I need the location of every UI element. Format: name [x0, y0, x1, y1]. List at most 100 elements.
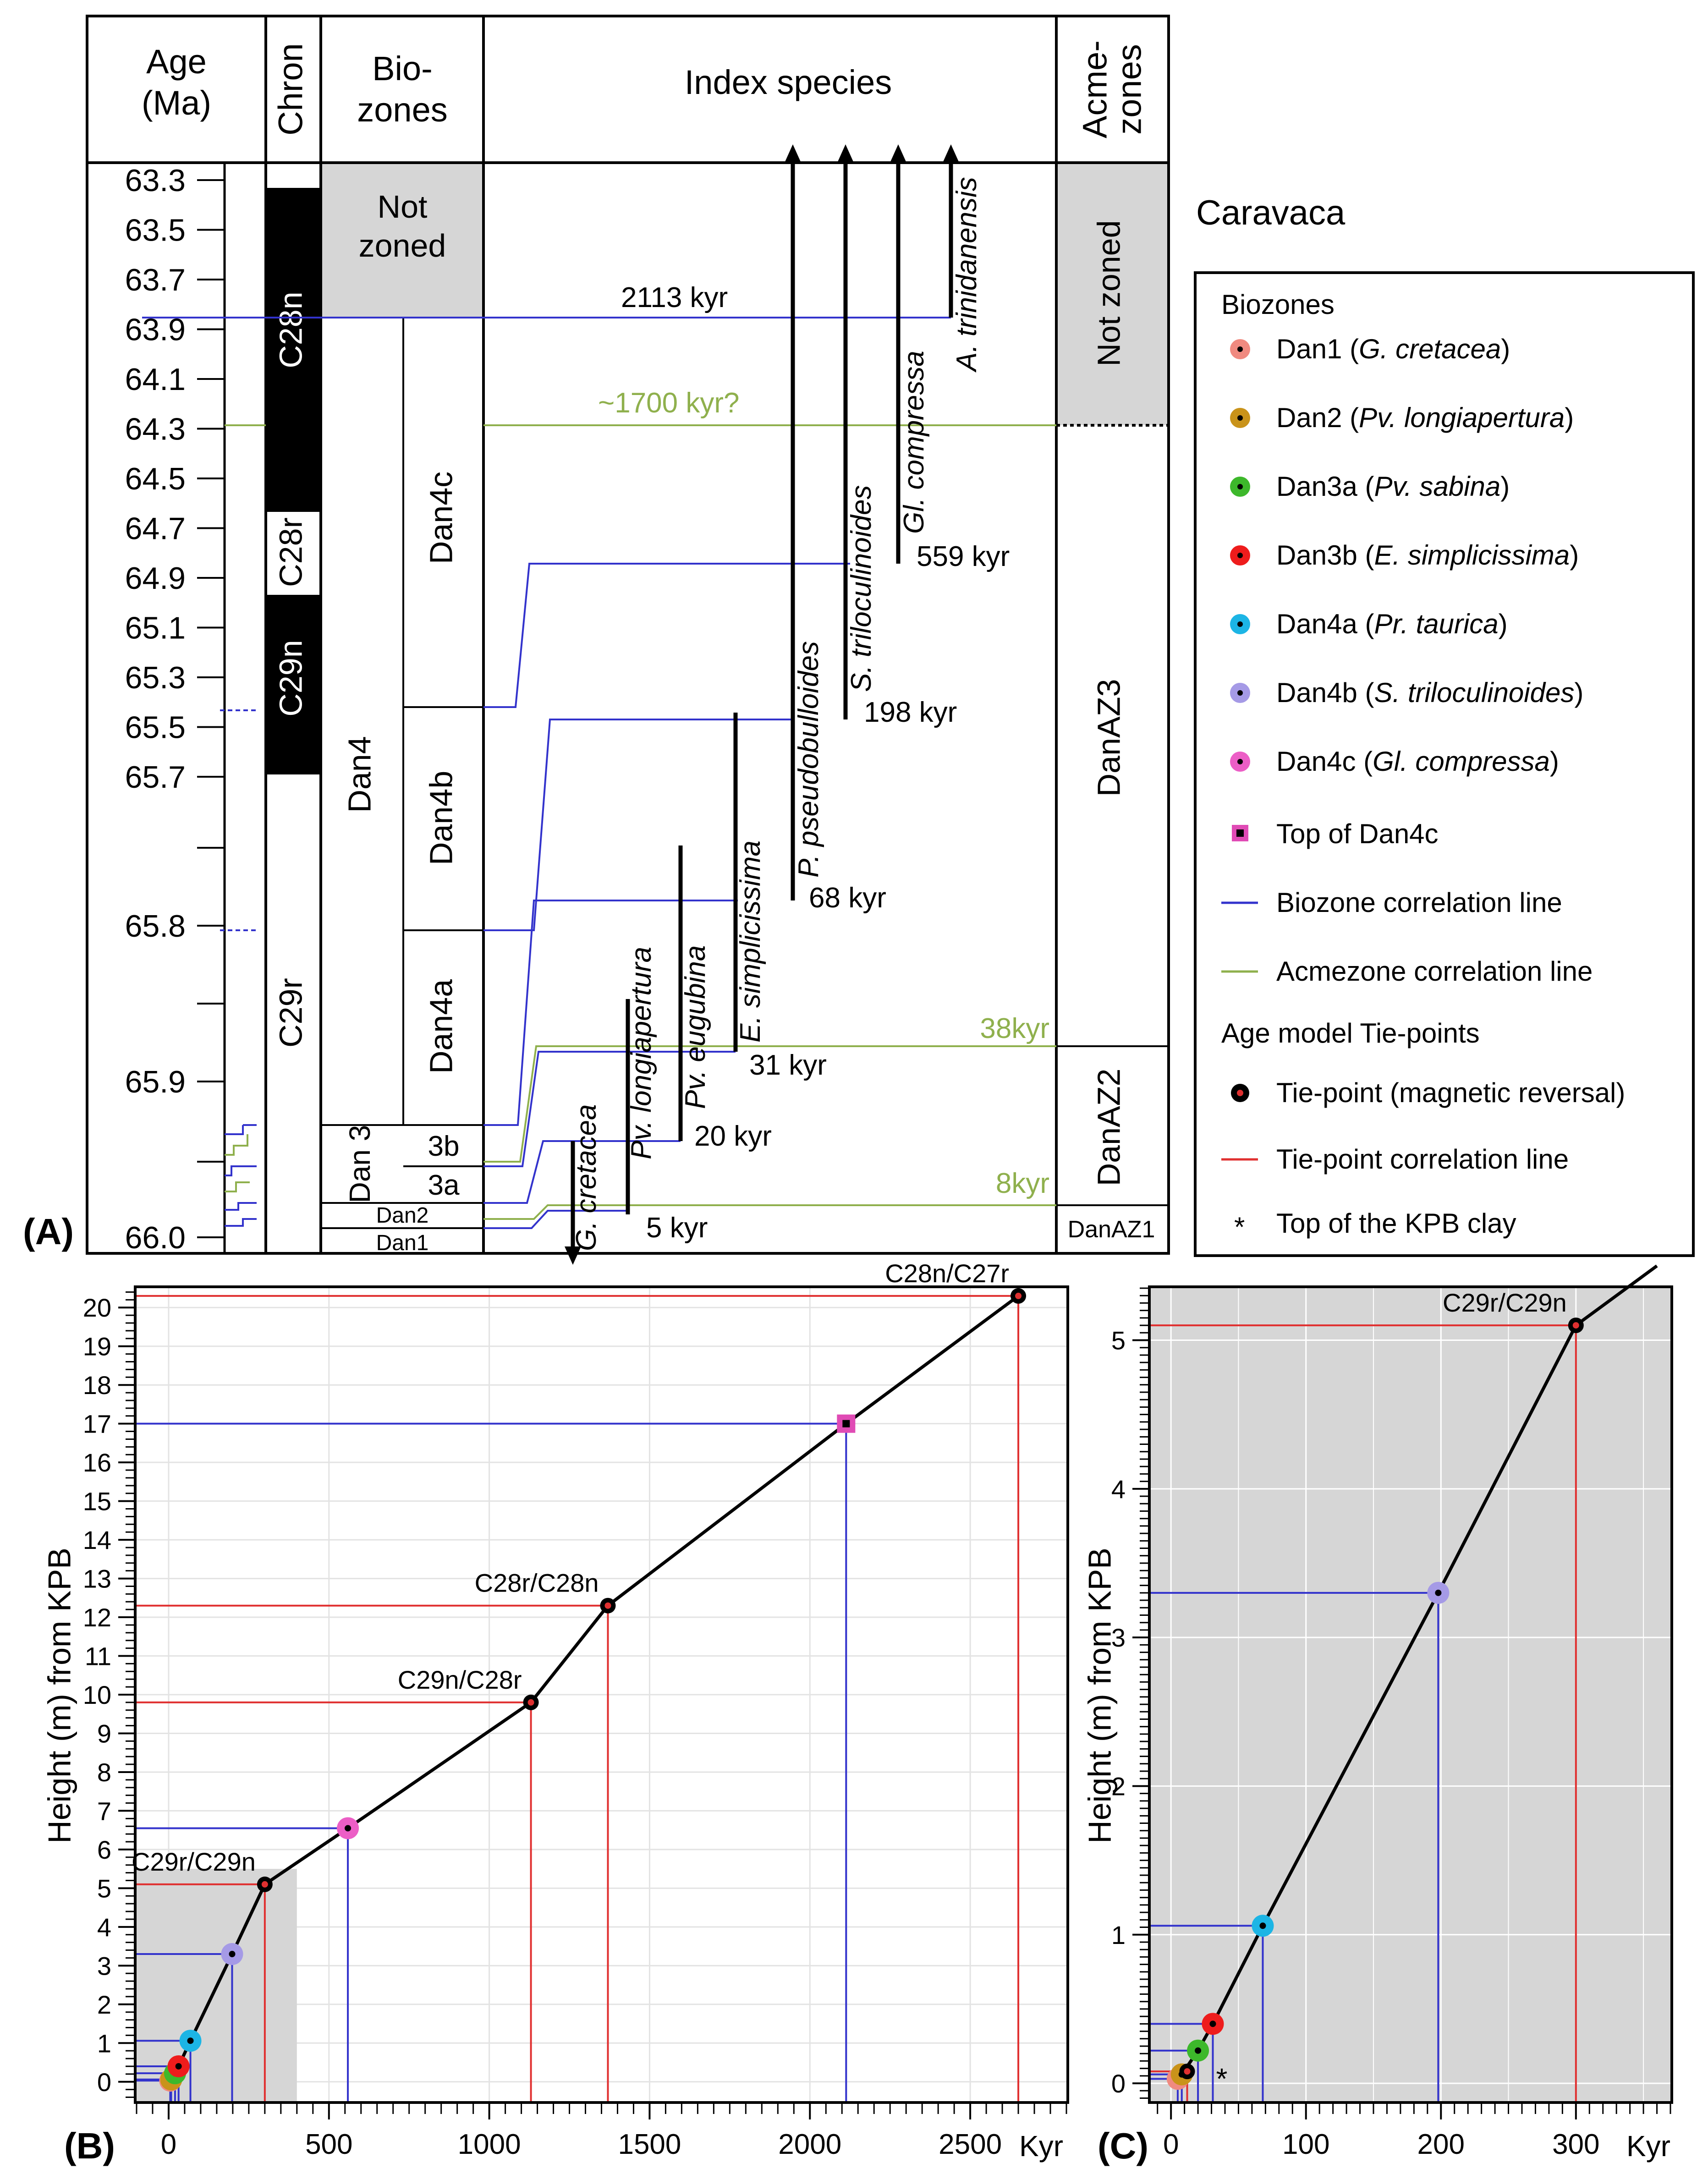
acmezone-not-zoned: Not zoned: [1091, 220, 1126, 366]
acme-line-8: [483, 1204, 1056, 1220]
arrow-up-icon: [890, 144, 906, 163]
legend-item-dan2: Dan2 (Pv. longiapertura): [1276, 402, 1574, 433]
legend-biozone-line: Biozone correlation line: [1276, 887, 1562, 918]
panel-b-points: C29r/C29n C29n/C28r C28r/C28n C28n/C27r: [132, 1259, 1027, 2092]
legend-tiepoint-marker-inner: [1237, 1090, 1243, 1096]
header-acmezones: Acme-: [1076, 40, 1114, 138]
legend-tiepoint-line: Tie-point correlation line: [1276, 1144, 1569, 1175]
y-tick-label: 3: [1111, 1623, 1126, 1652]
y-tick-label: 4: [1111, 1475, 1126, 1504]
panel-a: Age (Ma) Chron Bio- zones Index species …: [23, 15, 1346, 1265]
legend-title: Biozones: [1221, 289, 1335, 320]
x-tick-label: 100: [1282, 2129, 1329, 2160]
biozone-correlation-lines: [142, 317, 951, 1229]
y-tick-label: 20: [83, 1293, 111, 1322]
label-559-kyr: 559 kyr: [917, 541, 1010, 572]
label-38-kyr: 38kyr: [980, 1013, 1049, 1044]
header-chron: Chron: [272, 43, 310, 136]
biozone-line-198: [483, 719, 793, 931]
age-tick-label: 63.7: [125, 263, 186, 297]
biozone-dan4b: Dan4b: [423, 771, 459, 865]
age-tick-label: 65.1: [125, 611, 186, 646]
tiepoint-center: [527, 1699, 534, 1706]
label-1700-kyr: ~1700 kyr?: [598, 387, 740, 419]
y-tick-label: 11: [85, 1642, 111, 1671]
species-gl-compressa: Gl. compressa: [898, 351, 930, 534]
legend-item-dan4c: Dan4c (Gl. compressa): [1276, 746, 1559, 777]
y-tick-label: 4: [97, 1913, 111, 1942]
biozone-dan3b: 3b: [428, 1131, 460, 1162]
species-e-simplicissima: E. simplicissima: [735, 840, 766, 1043]
chron-label-c28n: C28n: [273, 291, 308, 368]
legend-tiepoint: Tie-point (magnetic reversal): [1276, 1077, 1625, 1108]
panel-b-ylabel: Height (m) from KPB: [41, 1548, 77, 1844]
species-names: G. cretacea Pv. longiapertura Pv. eugubi…: [571, 177, 983, 1251]
x-tick-label: 300: [1552, 2129, 1599, 2160]
point-center: [187, 2037, 194, 2044]
biozone-dan3a: 3a: [428, 1169, 460, 1201]
point-center: [229, 1950, 236, 1957]
y-tick-label: 0: [1111, 2069, 1126, 2098]
biozone-dan2: Dan2: [376, 1203, 429, 1228]
tiepoint-center: [1572, 1322, 1579, 1329]
tiepoint-center: [261, 1881, 268, 1888]
arrow-up-icon: [837, 144, 854, 163]
age-tick-label: 64.7: [125, 511, 186, 546]
point-top-dan4c-inner: [842, 1420, 850, 1427]
label-20-kyr: 20 kyr: [694, 1120, 772, 1152]
label-8-kyr: 8kyr: [996, 1168, 1049, 1199]
acmezone-danaz1: DanAZ1: [1068, 1216, 1155, 1243]
y-tick-label: 5: [1111, 1326, 1126, 1355]
legend-items: Dan1 (G. cretacea) Dan2 (Pv. longiapertur…: [1230, 334, 1583, 777]
tiepoint-label: C29r/C29n: [1443, 1288, 1567, 1317]
x-tick-label: 2000: [778, 2129, 841, 2160]
y-tick-label: 13: [83, 1565, 111, 1593]
x-tick-label: 0: [1163, 2129, 1179, 2160]
age-tick-label: 65.9: [125, 1065, 186, 1099]
label-68-kyr: 68 kyr: [809, 882, 886, 914]
legend: Biozones Dan1 (G. cretacea) Dan2 (Pv. lon…: [1194, 271, 1695, 1257]
y-tick-label: 2: [1111, 1772, 1126, 1801]
site-title: Caravaca: [1196, 193, 1346, 232]
panel-c-xlabel: Kyr: [1626, 2130, 1670, 2163]
chron-label-c29n: C29n: [273, 640, 308, 716]
legend-dot-center: [1237, 621, 1243, 627]
tiepoint-center: [604, 1602, 611, 1609]
legend-kpb-label: Top of the KPB clay: [1276, 1208, 1516, 1239]
legend-item-dan3b: Dan3b (E. simplicissima): [1276, 540, 1579, 571]
biozone-line-559: [483, 563, 850, 708]
y-tick-label: 14: [83, 1526, 111, 1554]
biozone-dan4a: Dan4a: [423, 979, 459, 1074]
legend-item-dan4a: Dan4a (Pr. taurica): [1276, 609, 1508, 639]
biozone-not-zoned-fill: [322, 164, 482, 318]
biozone-line-5: [483, 1210, 628, 1229]
header-index-species: Index species: [685, 63, 892, 101]
species-pv-eugubina: Pv. eugubina: [680, 945, 711, 1109]
arrow-up-icon: [785, 144, 801, 163]
header-biozones-2: zones: [357, 91, 447, 129]
biozone-dan4c: Dan4c: [423, 472, 459, 564]
biozone-not-zoned-2: zoned: [359, 228, 446, 264]
acmezone-danaz2: DanAZ2: [1091, 1069, 1126, 1186]
species-s-triloculinoides: S. triloculinoides: [846, 485, 877, 692]
legend-dot-center: [1237, 690, 1243, 696]
panel-b-axes: 0 500 1000 1500 2000 250001234567891011121314…: [83, 1291, 1067, 2160]
y-tick-label: 9: [97, 1719, 111, 1748]
panel-c-grid: [1151, 1288, 1670, 2101]
x-tick-label: 500: [305, 2129, 352, 2160]
label-2113-kyr: 2113 kyr: [621, 282, 728, 313]
age-tick-label: 65.3: [125, 660, 186, 695]
header-age-unit: (Ma): [142, 84, 211, 122]
x-tick-label: 1000: [458, 2129, 521, 2160]
legend-dot-center: [1237, 759, 1243, 764]
x-tick-label: 2500: [939, 2129, 1002, 2160]
y-tick-label: 18: [83, 1371, 111, 1400]
panel-c-label: (C): [1098, 2125, 1148, 2166]
chron-c28n-fill: [267, 188, 319, 511]
legend-dot-center: [1237, 346, 1243, 352]
acmezone-not-zoned-fill: [1058, 164, 1167, 425]
biozone-line-31: [483, 1051, 736, 1167]
chron-label-c29r: C29r: [273, 978, 308, 1048]
